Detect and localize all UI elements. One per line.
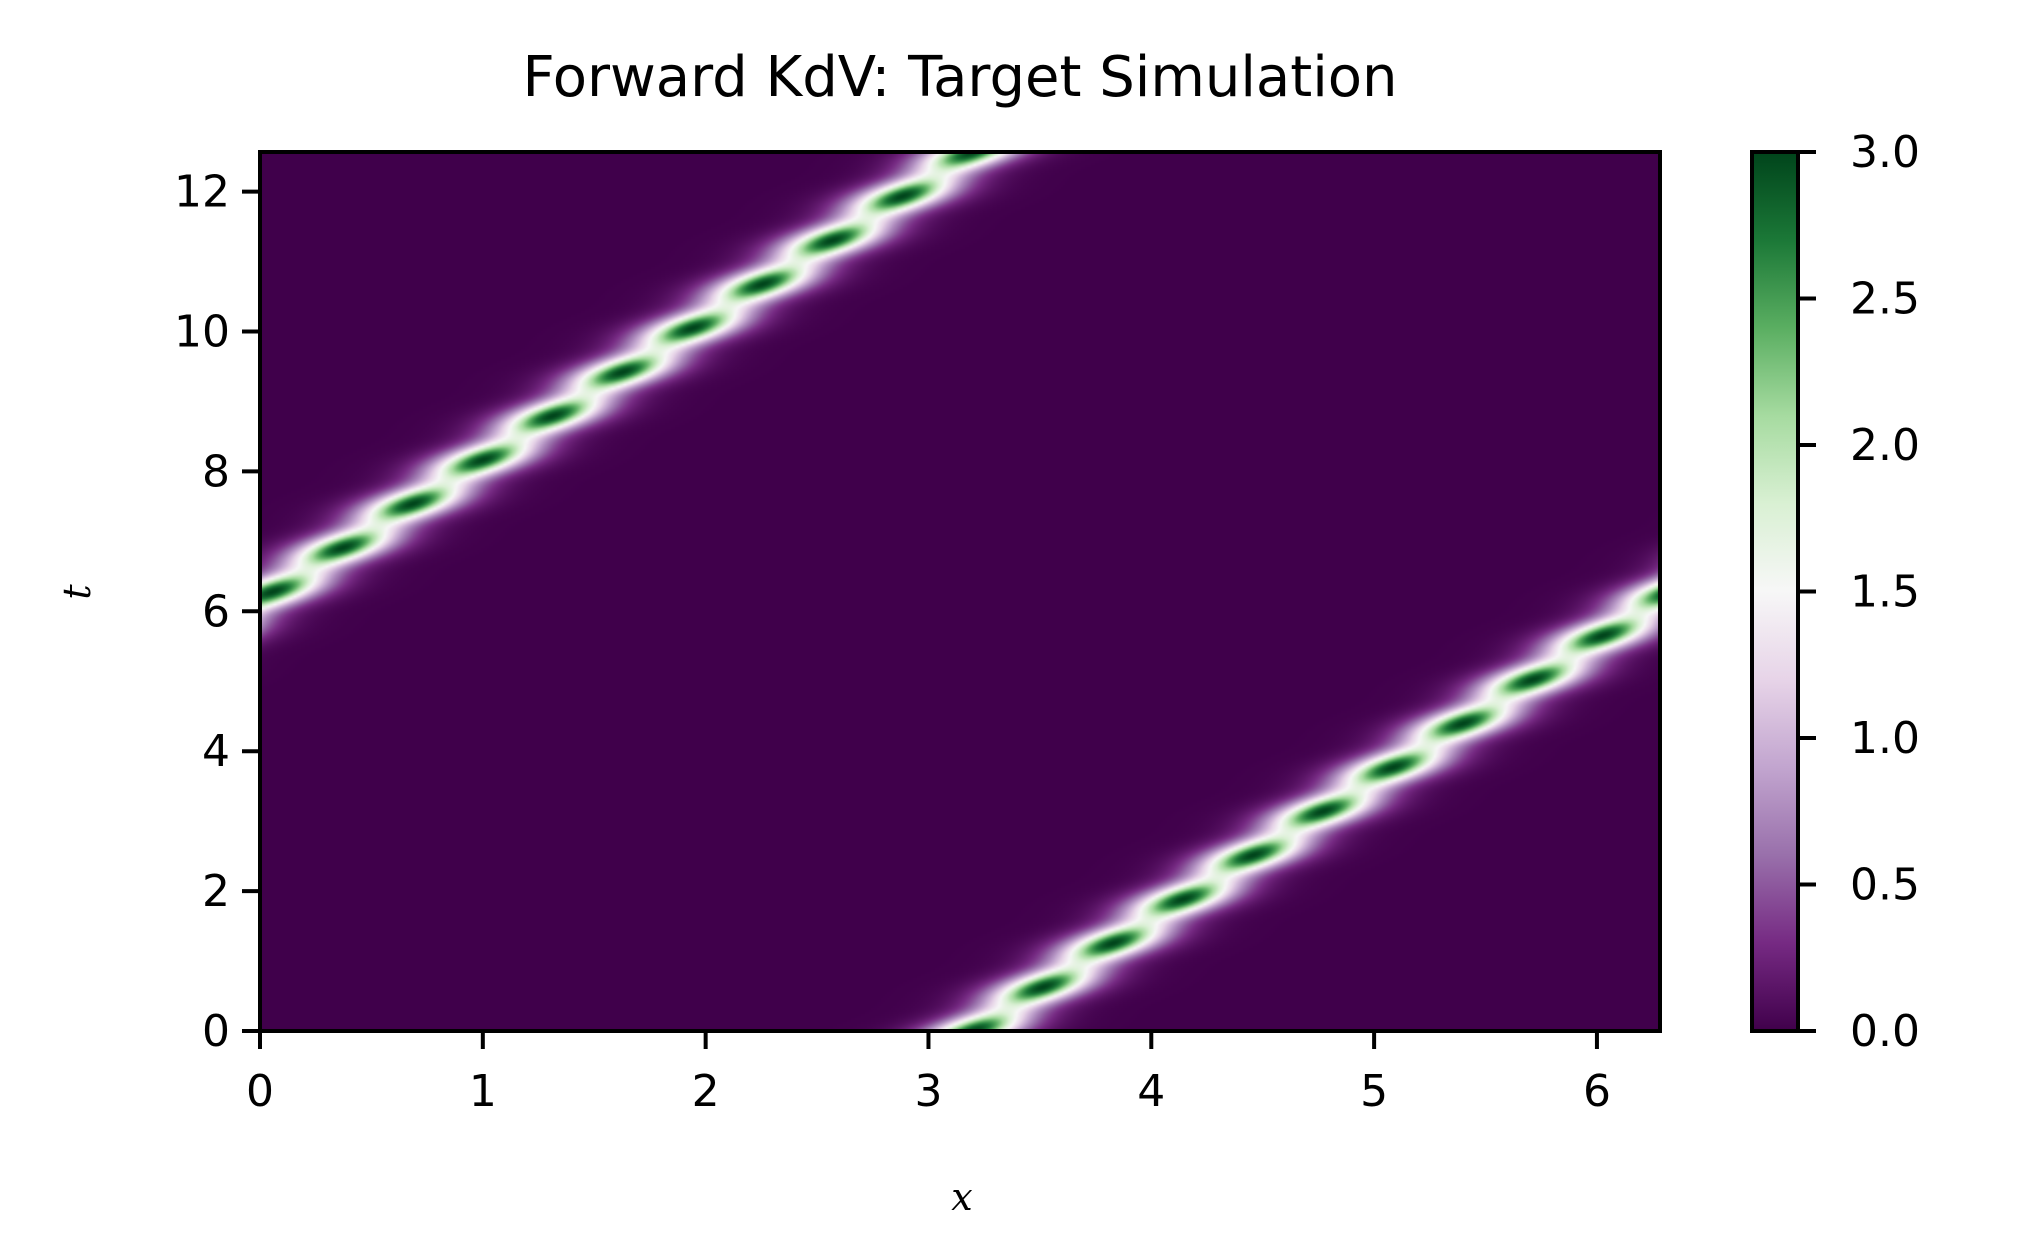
- x-tick-label: 5: [1360, 1066, 1388, 1117]
- y-tick-label: 10: [174, 306, 230, 357]
- x-tick-label: 1: [469, 1066, 497, 1117]
- colorbar-tick-label: 0.0: [1850, 1006, 1920, 1057]
- y-tick-label: 0: [202, 1006, 230, 1057]
- y-tick-label: 8: [202, 446, 230, 497]
- x-tick-label: 2: [692, 1066, 720, 1117]
- y-axis-label: t: [55, 584, 99, 600]
- colorbar-tick-label: 0.5: [1850, 860, 1920, 911]
- x-axis-label: x: [951, 1175, 972, 1219]
- y-tick-label: 2: [202, 866, 230, 917]
- colorbar-tick-label: 1.5: [1850, 567, 1920, 618]
- y-tick-label: 12: [174, 167, 230, 218]
- colorbar: 0.0 0.5 1.0 1.5 2.0 2.5 3.0: [1750, 127, 1920, 1057]
- heatmap-image: [260, 152, 1660, 1031]
- x-tick-label: 6: [1583, 1066, 1611, 1117]
- colorbar-tick-label: 3.0: [1850, 127, 1920, 178]
- x-tick-label: 4: [1137, 1066, 1165, 1117]
- chart-title: Forward KdV: Target Simulation: [522, 45, 1397, 110]
- colorbar-ticks: 0.0 0.5 1.0 1.5 2.0 2.5 3.0: [1798, 127, 1920, 1057]
- colorbar-tick-label: 1.0: [1850, 713, 1920, 764]
- plot-frame: [258, 150, 1662, 1033]
- y-tick-label: 6: [202, 586, 230, 637]
- colorbar-gradient: [1750, 150, 1800, 1033]
- y-axis: 0 2 4 6 8 10 12: [174, 167, 260, 1057]
- colorbar-tick-label: 2.5: [1850, 274, 1920, 325]
- colorbar-tick-label: 2.0: [1850, 420, 1920, 471]
- x-tick-label: 0: [246, 1066, 274, 1117]
- x-tick-label: 3: [914, 1066, 942, 1117]
- y-tick-label: 4: [202, 726, 230, 777]
- plot-area: [258, 150, 1662, 1033]
- x-axis: 0 1 2 3 4 5 6: [246, 1031, 1611, 1117]
